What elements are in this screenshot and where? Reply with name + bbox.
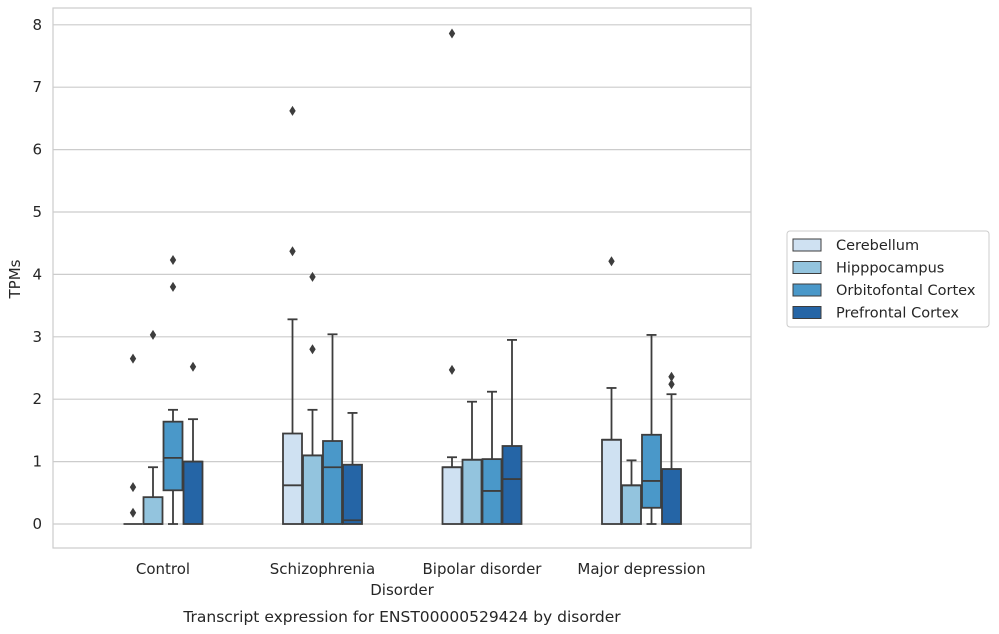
legend-swatch [792,306,822,319]
box-body [661,468,682,525]
outlier-point [309,344,316,355]
x-tick-label: Schizophrenia [270,560,375,578]
box-body [601,438,622,525]
outlier-point [189,361,197,372]
x-tick-label: Control [136,560,190,578]
box-body [621,484,642,525]
legend-frame [786,230,990,328]
legend-swatch [792,283,822,297]
x-axis-label: Disorder [370,581,434,599]
x-tick-label: Major depression [577,560,705,578]
box-body [142,496,164,525]
box-cerebellum [123,353,143,525]
outlier-point [668,379,675,390]
box-groups [123,28,682,525]
box-body [342,463,363,525]
outlier-point [289,105,296,116]
outlier-point [149,329,157,340]
outlier-point [129,353,137,364]
outlier-point [309,271,316,282]
box-hipppocampus [461,400,483,525]
legend-swatch [792,238,822,252]
y-tick-label: 4 [32,265,42,283]
y-tick-label: 6 [32,141,42,159]
box-body [501,445,523,525]
legend-label: Orbitofontal Cortex [836,283,976,299]
box-cerebellum [441,28,463,525]
outlier-point [169,281,177,292]
outlier-point [448,364,456,375]
box-body [641,433,662,509]
legend-swatch [792,261,822,274]
box-cerebellum [282,105,303,525]
box-prefrontal-cortex [501,339,523,525]
box-body [162,420,184,492]
legend-label: Prefrontal Cortex [836,306,959,322]
box-body [182,460,204,525]
chart-title: Transcript expression for ENST0000052942… [182,608,621,626]
box-hipppocampus [621,459,642,525]
legend-label: Cerebellum [836,238,919,254]
y-tick-label: 3 [32,328,42,346]
box-body [302,454,323,525]
outlier-point [289,246,296,257]
outlier-point [608,256,615,267]
outlier-point [668,371,675,382]
box-body [322,440,343,525]
box-orbitofontal-cortex [322,333,343,525]
box-body [461,458,483,525]
box-body [441,466,463,525]
outlier-point [448,28,456,39]
y-tick-label: 1 [32,453,42,471]
outlier-point [169,255,177,266]
x-tick-labels: Control Schizophrenia Bipolar disorder Majo… [136,560,706,578]
y-axis-label: TPMs [6,259,24,299]
box-orbitofontal-cortex [641,334,662,525]
legend-label: Hipppocampus [836,261,944,277]
y-tick-label: 2 [32,390,42,408]
y-tick-label: 8 [32,16,42,34]
box-hipppocampus [142,329,164,525]
x-tick-label: Bipolar disorder [423,560,543,578]
box-orbitofontal-cortex [481,390,503,525]
box-prefrontal-cortex [661,371,682,525]
legend: Cerebellum Hipppocampus Orbitofontal Corte… [786,230,990,328]
outlier-point [129,482,137,493]
box-hipppocampus [302,271,323,525]
box-prefrontal-cortex [182,361,204,525]
box-body [282,432,303,525]
y-tick-label: 5 [32,203,42,221]
y-tick-label: 7 [32,78,42,96]
y-tick-label: 0 [32,515,42,533]
y-tick-labels: 0 1 2 3 4 5 6 7 8 [32,16,42,533]
box-cerebellum [601,256,622,525]
box-prefrontal-cortex [342,412,363,525]
box-orbitofontal-cortex [162,255,184,525]
outlier-point [129,507,137,518]
